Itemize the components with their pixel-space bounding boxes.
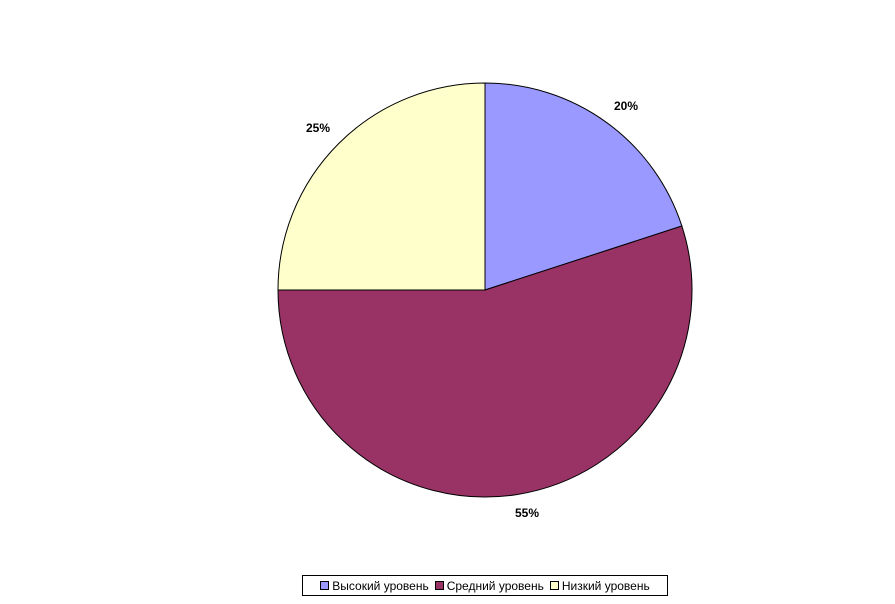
legend-item: Низкий уровень [549,578,650,593]
legend-label: Средний уровень [446,578,544,593]
legend-swatch [434,581,444,590]
pie-slice-1 [484,82,683,291]
pie-slice-2 [277,225,693,498]
legend-item: Средний уровень [434,578,544,593]
legend-swatch [549,581,559,590]
data-label: 25% [306,121,330,135]
legend-label: Низкий уровень [561,578,650,593]
legend: Высокий уровень Средний уровень Низкий уро… [302,575,668,596]
data-label: 20% [614,99,638,113]
pie-slice-3 [277,82,486,291]
legend-item: Высокий уровень [320,578,429,593]
legend-label: Высокий уровень [332,578,429,593]
legend-swatch [320,581,330,590]
data-label: 55% [515,506,539,520]
